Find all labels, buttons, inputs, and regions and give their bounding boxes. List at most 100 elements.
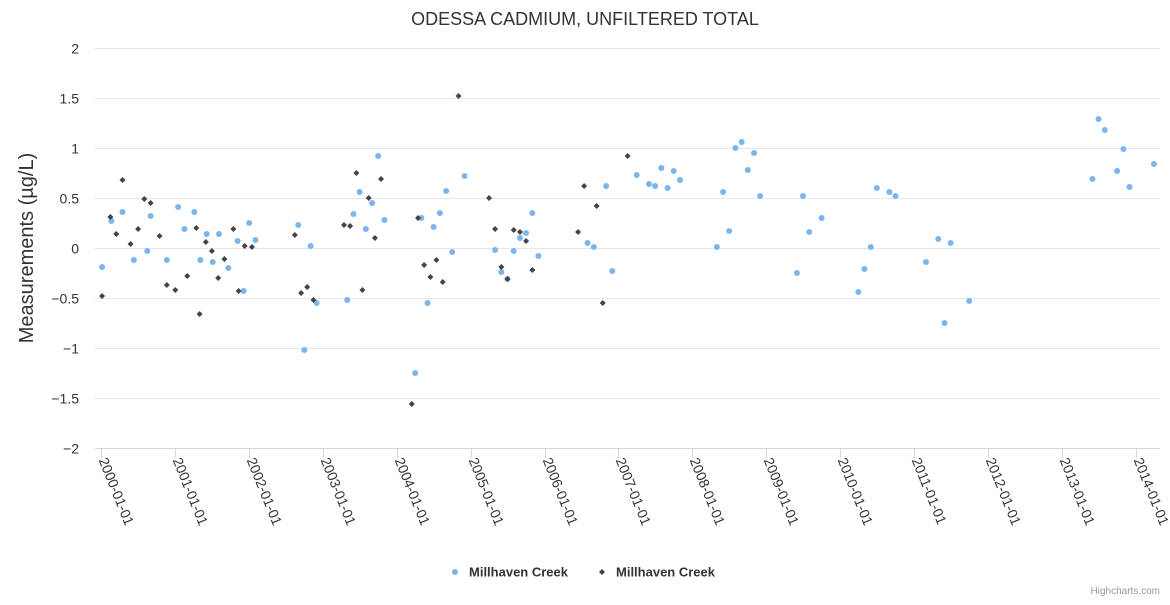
- data-point[interactable]: [113, 231, 120, 237]
- data-point[interactable]: [172, 287, 179, 293]
- data-point[interactable]: [347, 223, 354, 229]
- data-point[interactable]: [646, 181, 653, 187]
- data-point[interactable]: [234, 238, 241, 244]
- data-point[interactable]: [99, 264, 106, 270]
- data-point[interactable]: [378, 176, 385, 182]
- data-point[interactable]: [439, 279, 446, 285]
- data-point[interactable]: [208, 248, 215, 254]
- data-point[interactable]: [492, 247, 499, 253]
- data-point[interactable]: [240, 288, 247, 294]
- data-point[interactable]: [793, 270, 800, 276]
- data-point[interactable]: [197, 257, 204, 263]
- data-point[interactable]: [504, 276, 511, 282]
- data-point[interactable]: [313, 300, 320, 306]
- data-point[interactable]: [867, 244, 874, 250]
- data-point[interactable]: [209, 259, 216, 265]
- data-point[interactable]: [119, 209, 126, 215]
- data-point[interactable]: [235, 288, 242, 294]
- data-point[interactable]: [350, 211, 357, 217]
- data-point[interactable]: [1101, 127, 1108, 133]
- data-point[interactable]: [1114, 168, 1121, 174]
- data-point[interactable]: [241, 243, 248, 249]
- data-point[interactable]: [658, 165, 665, 171]
- data-point[interactable]: [523, 238, 530, 244]
- data-point[interactable]: [535, 253, 542, 259]
- data-point[interactable]: [609, 268, 616, 274]
- data-point[interactable]: [529, 267, 536, 273]
- data-point[interactable]: [203, 231, 210, 237]
- data-point[interactable]: [510, 227, 517, 233]
- data-point[interactable]: [720, 189, 727, 195]
- data-point[interactable]: [141, 196, 148, 202]
- data-point[interactable]: [344, 297, 351, 303]
- data-point[interactable]: [301, 347, 308, 353]
- legend-symbol[interactable]: [452, 569, 458, 575]
- data-point[interactable]: [362, 226, 369, 232]
- data-point[interactable]: [510, 248, 517, 254]
- data-point[interactable]: [652, 183, 659, 189]
- data-point[interactable]: [1095, 116, 1102, 122]
- data-point[interactable]: [892, 193, 899, 199]
- data-point[interactable]: [433, 257, 440, 263]
- data-point[interactable]: [818, 215, 825, 221]
- data-point[interactable]: [855, 289, 862, 295]
- data-point[interactable]: [147, 213, 154, 219]
- data-point[interactable]: [664, 185, 671, 191]
- data-point[interactable]: [726, 228, 733, 234]
- data-point[interactable]: [191, 209, 198, 215]
- legend-item-1[interactable]: Millhaven Creek: [599, 565, 716, 580]
- legend-symbol[interactable]: [599, 569, 605, 575]
- data-point[interactable]: [135, 226, 142, 232]
- data-point[interactable]: [1150, 161, 1157, 167]
- data-point[interactable]: [144, 248, 151, 254]
- data-point[interactable]: [757, 193, 764, 199]
- data-point[interactable]: [310, 297, 317, 303]
- data-point[interactable]: [732, 145, 739, 151]
- data-point[interactable]: [806, 229, 813, 235]
- data-point[interactable]: [443, 188, 450, 194]
- data-point[interactable]: [175, 204, 182, 210]
- data-point[interactable]: [624, 153, 631, 159]
- credits-link[interactable]: Highcharts.com: [1091, 586, 1160, 597]
- data-point[interactable]: [215, 275, 222, 281]
- data-point[interactable]: [156, 233, 163, 239]
- data-point[interactable]: [196, 311, 203, 317]
- data-point[interactable]: [941, 320, 948, 326]
- data-point[interactable]: [184, 273, 191, 279]
- data-point[interactable]: [298, 290, 305, 296]
- data-point[interactable]: [492, 226, 499, 232]
- data-point[interactable]: [751, 150, 758, 156]
- data-point[interactable]: [430, 224, 437, 230]
- data-point[interactable]: [221, 256, 228, 262]
- data-point[interactable]: [603, 183, 610, 189]
- data-point[interactable]: [99, 293, 106, 299]
- data-point[interactable]: [230, 226, 237, 232]
- data-point[interactable]: [486, 195, 493, 201]
- data-point[interactable]: [584, 240, 591, 246]
- data-point[interactable]: [193, 225, 200, 231]
- data-point[interactable]: [523, 230, 530, 236]
- data-point[interactable]: [107, 214, 114, 220]
- data-point[interactable]: [127, 241, 134, 247]
- data-point[interactable]: [861, 266, 868, 272]
- data-point[interactable]: [593, 203, 600, 209]
- data-point[interactable]: [381, 217, 388, 223]
- data-point[interactable]: [418, 215, 425, 221]
- data-point[interactable]: [371, 235, 378, 241]
- data-point[interactable]: [516, 229, 523, 235]
- data-point[interactable]: [147, 200, 154, 206]
- data-point[interactable]: [922, 259, 929, 265]
- data-point[interactable]: [304, 284, 311, 290]
- data-point[interactable]: [412, 370, 419, 376]
- data-point[interactable]: [248, 244, 255, 250]
- data-point[interactable]: [375, 153, 382, 159]
- data-point[interactable]: [163, 257, 170, 263]
- data-point[interactable]: [246, 220, 253, 226]
- data-point[interactable]: [498, 269, 505, 275]
- data-point[interactable]: [202, 239, 209, 245]
- data-point[interactable]: [599, 300, 606, 306]
- data-point[interactable]: [130, 257, 137, 263]
- data-point[interactable]: [738, 139, 745, 145]
- data-point[interactable]: [581, 183, 588, 189]
- data-point[interactable]: [873, 185, 880, 191]
